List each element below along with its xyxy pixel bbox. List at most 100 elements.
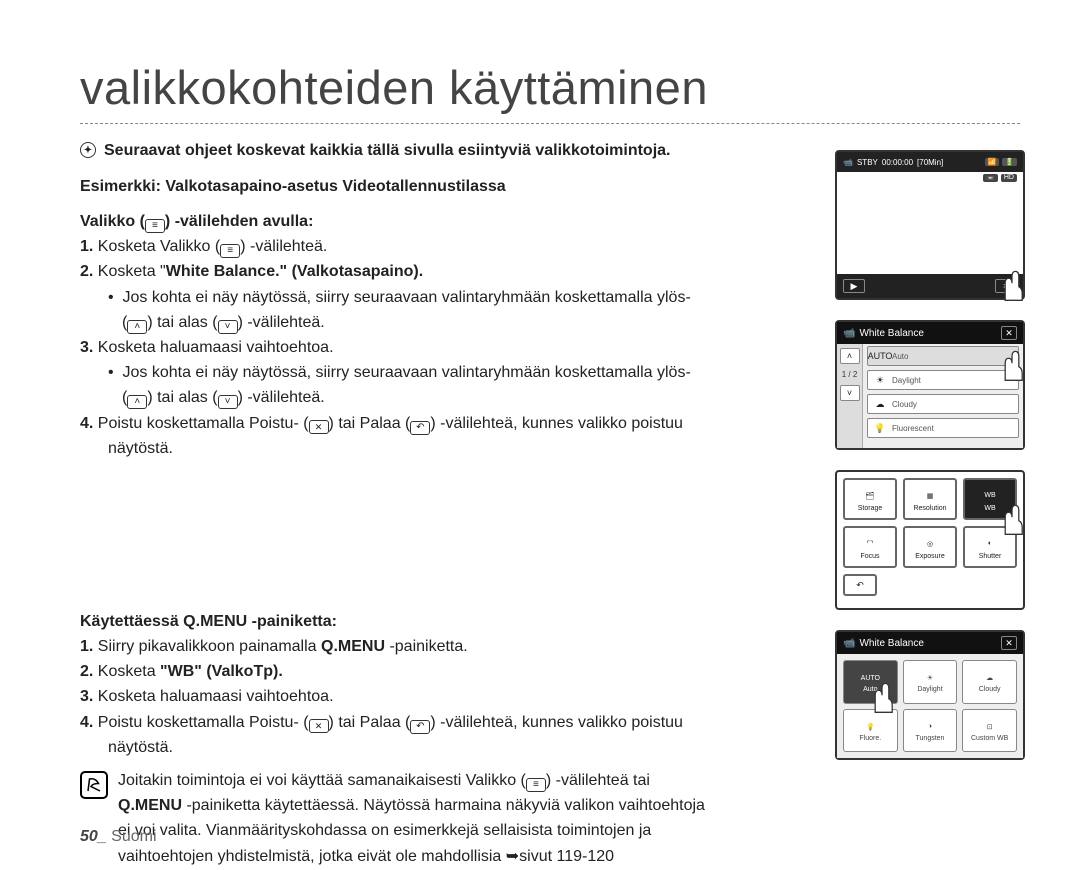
menu-button[interactable]: ≡ xyxy=(995,279,1017,293)
cell-label: Exposure xyxy=(915,553,945,560)
s2-l3: Kosketa haluamaasi vaihtoehtoa. xyxy=(98,688,334,705)
scroll-up-button[interactable]: ˄ xyxy=(840,348,860,364)
close-icon xyxy=(309,420,329,434)
wb-option-fluorescent[interactable]: 💡 Fluorescent xyxy=(867,418,1019,438)
cell-icon: WB xyxy=(984,487,995,505)
cell-label: Daylight xyxy=(917,686,942,693)
wb-cloudy[interactable]: ☁Cloudy xyxy=(962,660,1017,704)
cell-label: WB xyxy=(984,505,995,512)
battery-icon: 🔋 xyxy=(1002,158,1017,166)
note-l2b: -painiketta käytettäessä. Näytössä harma… xyxy=(182,797,705,814)
wb-option-cloudy[interactable]: ☁ Cloudy xyxy=(867,394,1019,414)
cell-icon: AUTO xyxy=(861,670,880,686)
up-icon xyxy=(127,320,147,334)
option-icon: ☁ xyxy=(872,398,888,410)
back-button[interactable]: ↶ xyxy=(843,574,877,596)
cell-icon: ⊡ xyxy=(987,719,993,735)
s1-heading-suf: ) -välilehden avulla: xyxy=(165,213,313,230)
cell-icon: ☁ xyxy=(986,670,993,686)
qmenu-storage[interactable]: 🗂Storage xyxy=(843,478,897,520)
intro-text: Seuraavat ohjeet koskevat kaikkia tällä … xyxy=(104,142,671,160)
camcorder-icon: 📹 xyxy=(843,638,855,649)
wb-option-daylight[interactable]: ☀ Daylight xyxy=(867,370,1019,390)
option-icon: 💡 xyxy=(872,422,888,434)
s1-l2-pre: Kosketa " xyxy=(98,263,166,280)
s1-bullet-a: Jos kohta ei näy näytössä, siirry seuraa… xyxy=(123,289,691,306)
section-1: Valikko () -välilehden avulla: 1. 1. Kos… xyxy=(80,210,820,460)
down-icon xyxy=(218,320,238,334)
page-number: 50_ xyxy=(80,828,107,845)
cell-icon: ◑ xyxy=(928,719,932,735)
panel-wb-list: 📹 White Balance ✕ ˄ 1 / 2 ˅ AUTOAuto☀Day… xyxy=(835,320,1025,450)
option-icon: ☀ xyxy=(872,374,888,386)
cell-label: Fluore. xyxy=(859,735,881,742)
note-l4: vaihtoehtojen yhdistelmistä, jotka eivät… xyxy=(118,845,705,868)
rec-time: 00:00:00 xyxy=(882,158,913,167)
note-block: Joitakin toimintoja ei voi käyttää saman… xyxy=(80,769,820,870)
qmenu-shutter[interactable]: ◐Shutter xyxy=(963,526,1017,568)
cell-label: Custom WB xyxy=(971,735,1008,742)
camcorder-icon: 📹 xyxy=(843,158,853,167)
panel-record-standby: 📹 STBY 00:00:00 [70Min] 📶 🔋 📼 HD ▶ ≡ xyxy=(835,150,1025,300)
qmenu-exposure[interactable]: ◎Exposure xyxy=(903,526,957,568)
divider xyxy=(80,123,1020,124)
hd-icon: HD xyxy=(1001,174,1017,182)
wb-daylight[interactable]: ☀Daylight xyxy=(903,660,958,704)
section-2: Käytettäessä Q.MENU -painiketta: 1. Siir… xyxy=(80,610,820,870)
page-lang: Suomi xyxy=(111,828,156,845)
cell-label: Cloudy xyxy=(979,686,1001,693)
qmenu-resolution[interactable]: ▦Resolution xyxy=(903,478,957,520)
side-illustrations: 📹 STBY 00:00:00 [70Min] 📶 🔋 📼 HD ▶ ≡ xyxy=(835,150,1025,760)
s2-l4-tail: näytöstä. xyxy=(80,736,820,759)
option-label: Auto xyxy=(892,352,908,361)
note-l3: ei voi valita. Vianmäärityskohdassa on e… xyxy=(118,819,705,842)
note-icon xyxy=(80,771,108,799)
s1-l4-tail: näytöstä. xyxy=(80,437,820,460)
menu-icon xyxy=(145,219,165,233)
cell-label: Shutter xyxy=(979,553,1002,560)
panel-qmenu-grid: 🗂Storage▦ResolutionWBWB⌜⌝Focus◎Exposure◐… xyxy=(835,470,1025,610)
wb-fluore.[interactable]: 💡Fluore. xyxy=(843,709,898,753)
cell-icon: 🗂 xyxy=(866,487,875,505)
panel-wb-grid: 📹 White Balance ✕ AUTOAuto☀Daylight☁Clou… xyxy=(835,630,1025,760)
option-label: Cloudy xyxy=(892,400,917,409)
cell-label: Auto xyxy=(863,686,877,693)
wb-option-auto[interactable]: AUTO Auto xyxy=(867,346,1019,366)
option-label: Fluorescent xyxy=(892,424,934,433)
cell-icon: ▦ xyxy=(927,487,934,505)
menu-icon xyxy=(220,244,240,258)
play-button[interactable]: ▶ xyxy=(843,279,865,293)
signal-icon: 📶 xyxy=(985,158,1000,166)
wb-auto[interactable]: AUTOAuto xyxy=(843,660,898,704)
wb-custom-wb[interactable]: ⊡Custom WB xyxy=(962,709,1017,753)
option-label: Daylight xyxy=(892,376,921,385)
down-icon xyxy=(218,395,238,409)
option-icon: AUTO xyxy=(872,350,888,362)
s1-l3: Kosketa haluamaasi vaihtoehtoa. xyxy=(98,339,334,356)
qmenu-focus[interactable]: ⌜⌝Focus xyxy=(843,526,897,568)
cell-label: Storage xyxy=(858,505,883,512)
cell-icon: ◐ xyxy=(988,535,992,553)
close-icon xyxy=(309,719,329,733)
cell-icon: ◎ xyxy=(927,535,933,553)
wb-title: White Balance xyxy=(859,328,923,339)
qmenu-wb[interactable]: WBWB xyxy=(963,478,1017,520)
scroll-down-button[interactable]: ˅ xyxy=(840,385,860,401)
note-l1a: Joitakin toimintoja ei voi käyttää saman… xyxy=(118,772,526,789)
cell-label: Resolution xyxy=(913,505,946,512)
rec-remain: [70Min] xyxy=(917,158,943,167)
cell-icon: ⌜⌝ xyxy=(867,535,874,553)
note-l2a: Q.MENU xyxy=(118,797,182,814)
wb-tungsten[interactable]: ◑Tungsten xyxy=(903,709,958,753)
cell-icon: 💡 xyxy=(866,719,875,735)
close-button[interactable]: ✕ xyxy=(1001,326,1017,340)
s2-l1-bold: Q.MENU xyxy=(321,638,385,655)
media-icon: 📼 xyxy=(983,174,998,182)
page-title: valikkokohteiden käyttäminen xyxy=(80,60,1020,115)
s1-l2-bold: White Balance." (Valkotasapaino). xyxy=(166,263,423,280)
camcorder-icon: 📹 xyxy=(843,328,855,339)
close-button[interactable]: ✕ xyxy=(1001,636,1017,650)
cell-label: Tungsten xyxy=(916,735,945,742)
cell-icon: ☀ xyxy=(927,670,933,686)
stby-label: STBY xyxy=(857,158,878,167)
